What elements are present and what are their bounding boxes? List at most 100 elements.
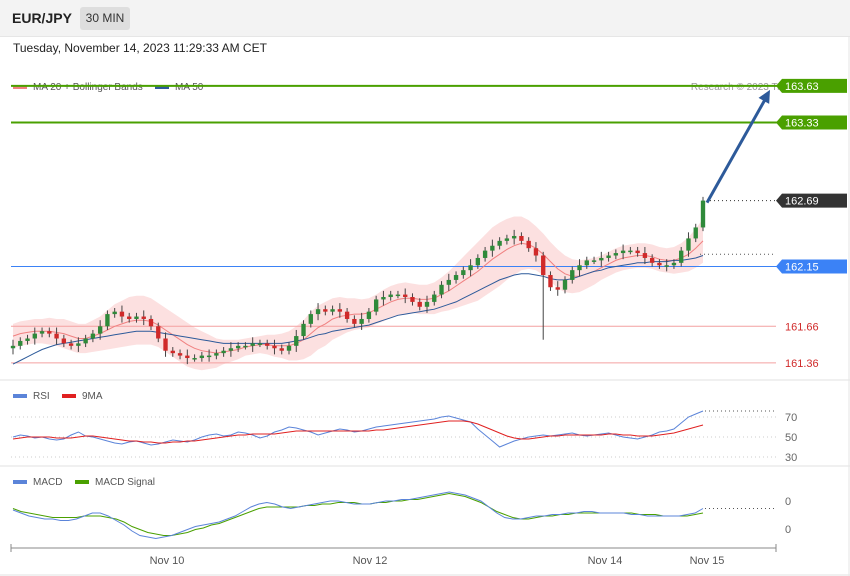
symbol-title: EUR/JPY — [12, 10, 72, 26]
ma50-line — [12, 255, 704, 365]
candle-body — [468, 265, 473, 271]
candle-body — [330, 309, 335, 312]
candle-body — [635, 250, 640, 254]
timeframe-button[interactable]: 30 MIN — [80, 7, 130, 30]
candle — [570, 266, 575, 284]
candle-body — [156, 326, 161, 339]
candle — [257, 339, 263, 348]
x-tick-label: Nov 14 — [588, 555, 623, 567]
candle-body — [134, 316, 139, 319]
top-bar: EUR/JPY 30 MIN — [0, 0, 850, 37]
candle-body — [61, 338, 67, 344]
candle — [315, 303, 321, 321]
candle — [330, 305, 335, 316]
candle-body — [148, 318, 154, 327]
candle — [61, 334, 67, 348]
candle-body — [47, 331, 52, 334]
candle — [541, 251, 546, 340]
rsi-legend-swatch — [13, 394, 27, 398]
price-tag-label: 161.36 — [785, 358, 819, 370]
credit-label: Research © 2023 Trading Central — [691, 82, 840, 93]
bollinger-band — [13, 216, 703, 371]
candle-body — [475, 257, 481, 266]
macd-panel: 00 — [12, 491, 791, 540]
candle — [127, 312, 132, 323]
candle-body — [206, 355, 212, 358]
candle — [504, 234, 510, 245]
candle — [163, 332, 168, 357]
candle — [635, 246, 640, 257]
candle — [25, 334, 30, 345]
candle — [243, 342, 248, 350]
candle — [206, 349, 212, 362]
candle-body — [90, 333, 96, 339]
ma50-legend-swatch — [155, 85, 169, 89]
candle-body — [490, 245, 495, 251]
candle — [432, 290, 437, 306]
candle-body — [32, 333, 37, 339]
price-tag — [776, 193, 847, 208]
candle — [482, 246, 488, 262]
candle — [453, 271, 459, 284]
candle-body — [228, 348, 234, 351]
candle — [439, 281, 444, 299]
candle-body — [679, 250, 684, 263]
candle — [54, 327, 59, 345]
candle — [250, 337, 255, 352]
candle — [533, 242, 539, 262]
candle-body — [693, 227, 698, 239]
candle — [526, 237, 531, 252]
candle-body — [76, 343, 81, 346]
x-axis: Nov 10 Nov 12 Nov 14 Nov 15 — [10, 544, 777, 567]
candle — [606, 251, 611, 262]
candle — [294, 329, 299, 352]
price-tag-label: 162.15 — [785, 261, 819, 273]
candle-body — [613, 253, 619, 256]
candle — [105, 310, 110, 330]
candle-body — [112, 311, 117, 315]
x-tick-label: Nov 12 — [353, 555, 388, 567]
candle-body — [119, 311, 125, 317]
candle-body — [192, 358, 197, 360]
candle-body — [461, 270, 466, 276]
candle-body — [308, 314, 313, 324]
candle-body — [257, 343, 263, 345]
candle — [301, 320, 306, 340]
macd-signal-legend-label: MACD Signal — [95, 477, 155, 488]
candle-body — [570, 270, 575, 280]
candle-body — [628, 250, 633, 253]
candle — [83, 334, 88, 348]
candle — [323, 305, 328, 316]
candle-body — [649, 257, 655, 263]
candle-body — [250, 343, 255, 346]
candle — [177, 349, 183, 360]
candle-body — [359, 318, 364, 324]
rsi-tick-label: 30 — [785, 452, 797, 464]
candle-body — [526, 240, 531, 249]
x-tick-label: Nov 15 — [690, 555, 725, 567]
candle-body — [235, 345, 241, 349]
candle-body — [555, 287, 560, 290]
candle-body — [352, 318, 357, 324]
candle-body — [127, 316, 132, 319]
macd-tick-label: 0 — [785, 524, 791, 536]
candle-body — [279, 348, 284, 351]
price-tag-label: 163.33 — [785, 117, 819, 129]
candle-body — [54, 333, 59, 339]
candle-body — [686, 238, 691, 251]
forecast-arrowhead — [758, 89, 770, 104]
candle-body — [199, 355, 205, 359]
candle — [279, 344, 284, 355]
candle — [628, 246, 633, 255]
candle — [424, 295, 430, 313]
candle — [308, 310, 313, 328]
candle — [337, 303, 343, 318]
candle-body — [388, 294, 393, 298]
candle-body — [606, 255, 611, 258]
candle-body — [39, 331, 45, 334]
candle-body — [497, 240, 502, 246]
candle — [693, 223, 698, 243]
candle — [461, 266, 466, 279]
price-tag — [776, 259, 847, 274]
